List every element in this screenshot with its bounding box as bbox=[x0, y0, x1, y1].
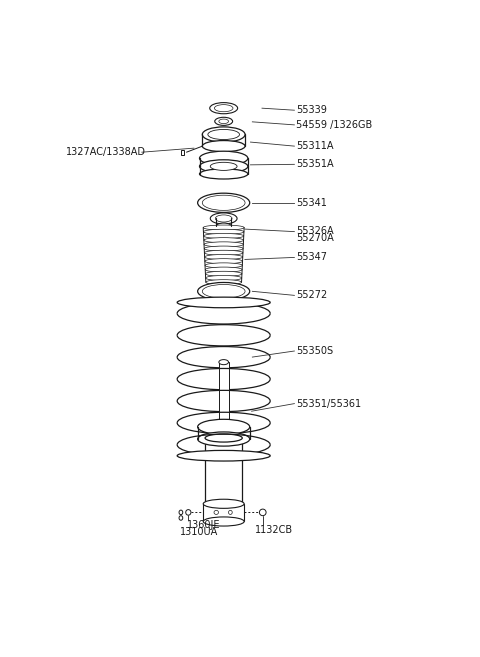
Ellipse shape bbox=[205, 263, 242, 268]
Ellipse shape bbox=[210, 102, 238, 114]
Ellipse shape bbox=[205, 267, 242, 272]
Text: 55351A: 55351A bbox=[296, 160, 334, 170]
Text: 1310UA: 1310UA bbox=[180, 527, 218, 537]
Ellipse shape bbox=[219, 119, 228, 124]
Ellipse shape bbox=[214, 510, 218, 514]
Text: 55270A: 55270A bbox=[296, 233, 334, 243]
Ellipse shape bbox=[179, 510, 183, 514]
Ellipse shape bbox=[205, 434, 242, 442]
Ellipse shape bbox=[205, 259, 242, 263]
Ellipse shape bbox=[207, 197, 240, 208]
Bar bbox=[205, 438, 242, 509]
Ellipse shape bbox=[228, 510, 232, 514]
Text: 54559 /1326GB: 54559 /1326GB bbox=[296, 120, 372, 130]
Ellipse shape bbox=[204, 242, 243, 247]
Text: 55272: 55272 bbox=[296, 290, 327, 300]
Ellipse shape bbox=[210, 162, 237, 170]
Ellipse shape bbox=[215, 118, 233, 125]
Ellipse shape bbox=[203, 499, 244, 509]
Ellipse shape bbox=[207, 286, 240, 296]
Ellipse shape bbox=[198, 283, 250, 300]
Ellipse shape bbox=[202, 141, 245, 152]
Ellipse shape bbox=[210, 213, 237, 224]
Ellipse shape bbox=[200, 169, 248, 179]
Bar bbox=[180, 150, 184, 155]
Ellipse shape bbox=[202, 195, 245, 210]
Ellipse shape bbox=[208, 129, 240, 139]
Ellipse shape bbox=[204, 250, 243, 256]
Ellipse shape bbox=[198, 419, 250, 434]
Text: 55347: 55347 bbox=[296, 252, 327, 262]
Text: 55311A: 55311A bbox=[296, 141, 334, 151]
Bar bbox=[219, 362, 228, 438]
Ellipse shape bbox=[203, 225, 244, 230]
Ellipse shape bbox=[206, 280, 241, 284]
Ellipse shape bbox=[204, 229, 244, 235]
Ellipse shape bbox=[202, 284, 245, 298]
Text: 55351/55361: 55351/55361 bbox=[296, 399, 361, 409]
Text: 55339: 55339 bbox=[296, 105, 327, 115]
Text: 55341: 55341 bbox=[296, 198, 327, 208]
Ellipse shape bbox=[200, 160, 248, 173]
Ellipse shape bbox=[200, 151, 248, 166]
Text: 1132CB: 1132CB bbox=[255, 525, 293, 535]
Ellipse shape bbox=[219, 359, 228, 365]
Ellipse shape bbox=[177, 297, 270, 307]
Ellipse shape bbox=[259, 509, 266, 516]
Ellipse shape bbox=[215, 104, 233, 112]
Ellipse shape bbox=[204, 238, 243, 242]
Ellipse shape bbox=[198, 432, 250, 446]
Ellipse shape bbox=[204, 246, 243, 251]
Ellipse shape bbox=[203, 517, 244, 526]
Text: 55326A: 55326A bbox=[296, 225, 334, 236]
Ellipse shape bbox=[179, 516, 183, 520]
Ellipse shape bbox=[204, 254, 243, 260]
Ellipse shape bbox=[186, 510, 191, 515]
Text: 1360JE: 1360JE bbox=[186, 520, 220, 530]
Text: 55350S: 55350S bbox=[296, 346, 333, 356]
Ellipse shape bbox=[202, 127, 245, 142]
Ellipse shape bbox=[205, 505, 242, 513]
Ellipse shape bbox=[204, 233, 244, 238]
Ellipse shape bbox=[205, 275, 242, 281]
Ellipse shape bbox=[198, 193, 250, 212]
Ellipse shape bbox=[216, 223, 231, 229]
Ellipse shape bbox=[205, 271, 242, 277]
Ellipse shape bbox=[216, 215, 232, 222]
Ellipse shape bbox=[177, 451, 270, 461]
Bar bbox=[203, 504, 244, 522]
Text: 1327AC/1338AD: 1327AC/1338AD bbox=[66, 147, 145, 157]
